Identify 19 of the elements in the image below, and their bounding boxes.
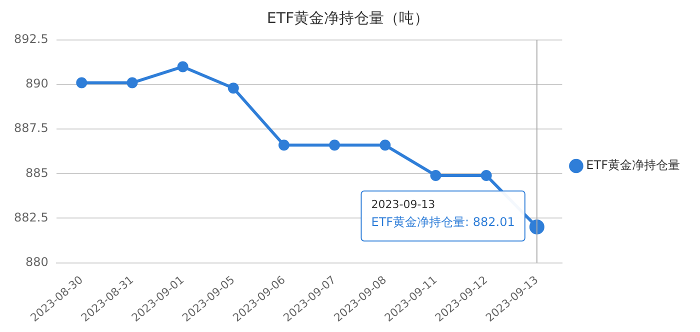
point [126, 77, 138, 88]
y-tick-label: 885 [25, 166, 48, 180]
y-tick-label: 890 [25, 76, 48, 91]
point [380, 140, 391, 151]
annotation: 2023-09-13 [371, 198, 436, 211]
y-tick-label: 892.5 [14, 32, 48, 46]
point [430, 170, 442, 181]
point [329, 140, 340, 151]
y-tick-label: 880 [25, 254, 48, 269]
y-tick-label: 882.5 [14, 210, 48, 224]
point [228, 82, 239, 94]
point [177, 61, 188, 72]
point [480, 170, 492, 181]
point [76, 77, 88, 88]
point [278, 140, 290, 151]
legend-label: ETF黄金净持仓量 [586, 158, 680, 172]
annotation: ETF黄金净持仓量: 882.01 [371, 215, 515, 230]
chart-title: ETF黄金净持仓量（吨） [266, 8, 430, 27]
y-tick-label: 887.5 [14, 121, 48, 136]
